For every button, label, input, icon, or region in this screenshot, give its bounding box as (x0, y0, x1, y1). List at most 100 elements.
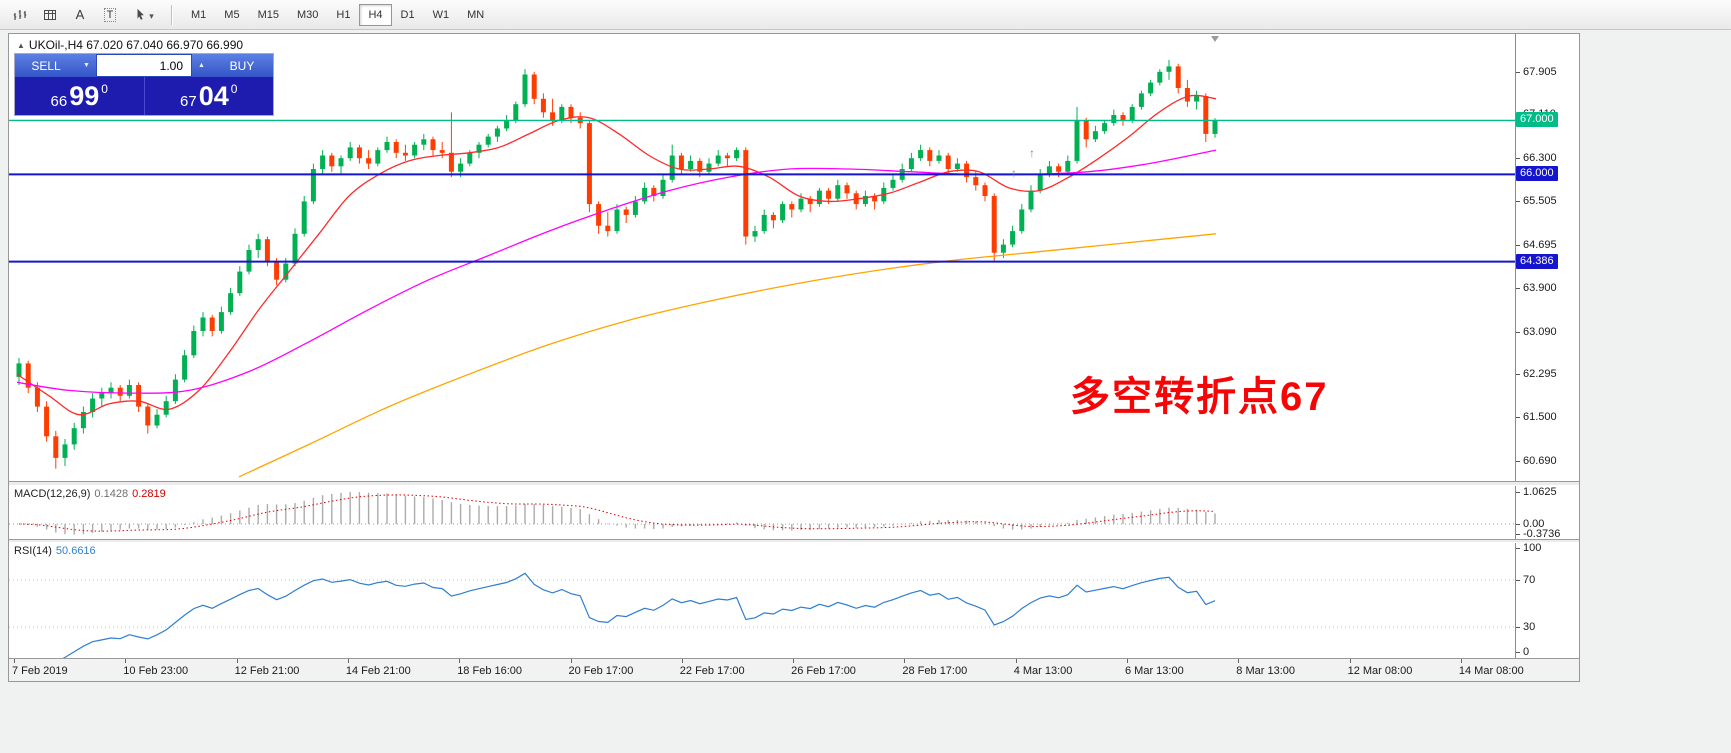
time-tick (1015, 659, 1017, 664)
time-tick (1127, 659, 1128, 664)
font-tool-button[interactable]: A (66, 3, 94, 27)
time-axis-label: 12 Feb 21:00 (234, 665, 300, 678)
macd-axis-label: 1.0625 (1516, 486, 1557, 499)
time-tick (904, 659, 906, 664)
macd-axis-label: 0.00 (1516, 518, 1545, 531)
chart-window: ↑ ↑ UKOil-,H4 67.020 67.040 66.970 66.990… (8, 33, 1580, 682)
time-axis-label: 22 Feb 17:00 (679, 665, 745, 678)
volume-down-button[interactable] (77, 54, 96, 77)
volume-up-button[interactable] (192, 54, 211, 77)
rsi-chart-svg (9, 573, 1515, 659)
rsi-plot[interactable]: RSI(14) 50.6616 (9, 543, 1515, 659)
font-icon: A (75, 7, 85, 22)
symbol-marker-icon (17, 38, 29, 52)
rsi-axis-label: 100 (1516, 543, 1542, 555)
price-axis-label: 64.695 (1516, 238, 1557, 251)
rsi-title: RSI(14) (14, 545, 52, 558)
time-axis-label: 12 Mar 08:00 (1347, 665, 1413, 678)
price-axis[interactable]: 67.90567.11066.30065.50564.69563.90063.0… (1515, 34, 1579, 482)
time-tick (681, 659, 683, 664)
bar-chart-button[interactable] (6, 3, 34, 27)
price-axis-label: 60.690 (1516, 455, 1557, 468)
ask-point-digit: 0 (230, 82, 238, 96)
chart-shift-marker[interactable] (1211, 36, 1219, 42)
symbol-ohlc-text: UKOil-,H4 67.020 67.040 66.970 66.990 (28, 38, 244, 52)
macd-plot[interactable]: MACD(12,26,9) 0.1428 0.2819 (9, 486, 1515, 538)
time-tick (1238, 659, 1240, 664)
timeframe-button-m5[interactable]: M5 (224, 8, 240, 21)
svg-text:↑: ↑ (1029, 146, 1035, 160)
grid-icon (42, 7, 58, 23)
dropdown-arrow-icon (148, 6, 154, 24)
price-plot[interactable]: ↑ ↑ UKOil-,H4 67.020 67.040 66.970 66.990… (9, 34, 1515, 481)
toolbar-separator (171, 4, 173, 25)
rsi-axis[interactable]: 100 70 30 0 (1515, 543, 1579, 659)
timeframe-button-w1[interactable]: W1 (432, 8, 450, 21)
time-axis-label: 14 Feb 21:00 (345, 665, 411, 678)
buy-button[interactable]: BUY (211, 54, 273, 77)
time-axis-label: 14 Mar 08:00 (1458, 665, 1524, 678)
bid-main-digits: 66 (50, 93, 68, 110)
svg-text:↑: ↑ (1011, 166, 1017, 180)
macd-axis[interactable]: 1.0625 0.00 -0.3736 (1515, 486, 1579, 539)
top-toolbar: A T M1 M5 M15 M30 H1 H4 D1 W1 MN (0, 0, 1731, 30)
text-label-tool-button[interactable]: T (96, 3, 124, 27)
bid-price-display[interactable]: 66 99 0 (15, 77, 144, 115)
macd-panel: MACD(12,26,9) 0.1428 0.2819 1.0625 0.00 -0.3… (9, 486, 1579, 539)
volume-input[interactable] (96, 54, 192, 77)
price-axis-label: 63.900 (1516, 281, 1557, 294)
timeframe-button-d1[interactable]: D1 (400, 8, 415, 21)
time-axis-label: 4 Mar 13:00 (1013, 665, 1073, 678)
time-axis-label: 10 Feb 23:00 (123, 665, 189, 678)
time-axis-label: 18 Feb 16:00 (457, 665, 523, 678)
price-axis-label: 66.300 (1516, 152, 1557, 165)
timeframe-button-m15[interactable]: M15 (257, 8, 279, 21)
rsi-axis-label: 0 (1516, 646, 1530, 659)
one-click-trade-panel: SELL BUY 66 99 0 67 (15, 54, 273, 115)
price-tag-64.386: 64.386 (1516, 253, 1558, 269)
macd-label: MACD(12,26,9) 0.1428 0.2819 (14, 488, 170, 500)
grid-button[interactable] (36, 3, 64, 27)
timeframe-button-m30[interactable]: M30 (296, 8, 319, 21)
bid-point-digit: 0 (101, 82, 108, 96)
time-axis-label: 28 Feb 17:00 (902, 665, 968, 678)
price-axis-label: 67.905 (1516, 65, 1557, 78)
annotation-text: 多空转折点67 (1070, 375, 1329, 419)
timeframe-button-h4[interactable]: H4 (359, 3, 392, 26)
price-tag-66.000: 66.000 (1516, 166, 1558, 182)
macd-signal-value: 0.2819 (132, 488, 166, 501)
timeframe-button-m1[interactable]: M1 (191, 8, 207, 21)
time-axis[interactable]: 7 Feb 2019 10 Feb 23:00 12 Feb 21:00 14 Feb… (9, 658, 1579, 681)
time-tick (125, 659, 127, 664)
time-tick (236, 659, 238, 664)
bar-chart-icon (12, 7, 28, 23)
rsi-axis-label: 30 (1516, 621, 1536, 634)
timeframe-group: M1 M5 M15 M30 H1 H4 D1 W1 MN (182, 3, 493, 26)
macd-chart-svg (9, 492, 1515, 535)
ask-price-display[interactable]: 67 04 0 (143, 77, 274, 115)
time-tick (570, 659, 572, 664)
time-axis-label: 8 Mar 13:00 (1236, 665, 1295, 678)
price-axis-label: 65.505 (1516, 195, 1557, 208)
cursor-tools-button[interactable] (126, 3, 162, 27)
time-tick (1460, 659, 1462, 664)
rsi-value: 50.6616 (55, 545, 96, 558)
time-axis-label: 20 Feb 17:00 (568, 665, 634, 678)
cursor-tools-icon (134, 7, 148, 22)
timeframe-button-mn[interactable]: MN (467, 8, 485, 21)
panel-separator[interactable] (9, 481, 1579, 487)
panel-separator[interactable] (9, 538, 1579, 544)
rsi-axis-label: 70 (1516, 574, 1536, 587)
timeframe-button-h1[interactable]: H1 (336, 8, 351, 21)
price-tag-67.000: 67.000 (1516, 112, 1558, 128)
time-axis-label: 7 Feb 2019 (12, 665, 68, 678)
macd-main-value: 0.1428 (94, 488, 129, 501)
time-axis-label: 26 Feb 17:00 (791, 665, 856, 678)
time-axis-label: 6 Mar 13:00 (1125, 665, 1184, 678)
macd-title: MACD(12,26,9) (14, 488, 91, 501)
sell-button[interactable]: SELL (15, 54, 77, 77)
text-label-icon: T (103, 7, 117, 22)
price-panel: ↑ ↑ UKOil-,H4 67.020 67.040 66.970 66.990… (9, 34, 1579, 482)
time-tick (14, 659, 15, 664)
